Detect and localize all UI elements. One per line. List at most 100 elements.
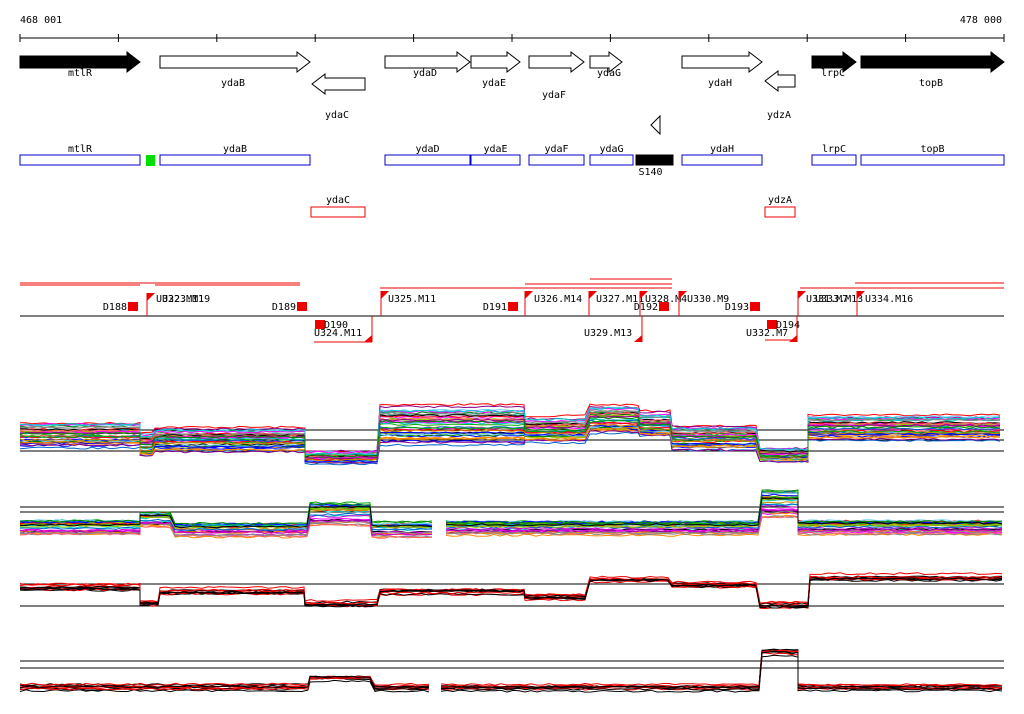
gene-box bbox=[528, 154, 585, 166]
profile-line bbox=[19, 510, 1003, 537]
marker-box bbox=[146, 155, 155, 166]
segment-label: U326.M14 bbox=[534, 294, 582, 305]
segment-label: U322.M11 bbox=[156, 294, 204, 305]
segment-label: U333.M13 bbox=[815, 294, 863, 305]
profile-line bbox=[19, 423, 1001, 462]
segment-label: U323.M19 bbox=[162, 294, 210, 305]
segment-mark bbox=[857, 291, 865, 299]
segment-label: U334.M16 bbox=[865, 294, 913, 305]
gene-arrow bbox=[311, 72, 366, 96]
gene-box bbox=[589, 154, 634, 166]
ruler-end: 478 000 bbox=[960, 15, 1002, 26]
strand-marker bbox=[650, 114, 661, 136]
gene-arrow bbox=[764, 69, 796, 93]
gene-box bbox=[470, 154, 521, 166]
segment-mark bbox=[381, 291, 389, 299]
segment-mark bbox=[508, 302, 518, 311]
profile-line bbox=[19, 503, 1003, 531]
segment-mark bbox=[364, 335, 372, 342]
gene-label: ydaH bbox=[708, 78, 732, 89]
gene-box bbox=[310, 206, 366, 218]
gene-arrow bbox=[860, 50, 1005, 74]
profile-line bbox=[19, 649, 1003, 687]
segment-label: D194 bbox=[776, 320, 800, 331]
layer: mtlR ydaB ydaC ydaD ydaE ydaF ydaG ydaH ydzA lrpC… bbox=[19, 34, 1005, 693]
gene-box-label: lrpC bbox=[822, 144, 846, 155]
gene-label: lrpC bbox=[821, 68, 845, 79]
gene-label: ydzA bbox=[767, 110, 791, 121]
gene-arrow bbox=[811, 50, 857, 74]
gene-box bbox=[19, 154, 141, 166]
segment-label: D189 bbox=[272, 302, 296, 313]
segment-mark bbox=[128, 302, 138, 311]
gene-arrow bbox=[19, 50, 141, 74]
segment-mark bbox=[525, 291, 533, 299]
gene-arrow bbox=[159, 50, 311, 74]
gene-box-label: mtlR bbox=[68, 144, 93, 155]
gene-box-label: topB bbox=[920, 144, 944, 155]
segment-mark bbox=[798, 291, 806, 299]
profile-line bbox=[19, 649, 1003, 691]
segment-mark bbox=[640, 291, 648, 299]
profile-line bbox=[19, 426, 1001, 464]
profile-line bbox=[19, 412, 1001, 458]
segment-label: D192 bbox=[634, 302, 658, 313]
gene-box bbox=[811, 154, 857, 166]
gene-box-label: ydaH bbox=[710, 144, 734, 155]
profile-line bbox=[19, 430, 1001, 464]
ruler-start: 468 001 bbox=[20, 15, 62, 26]
gene-box-label: ydaD bbox=[415, 144, 439, 155]
profile-line bbox=[19, 410, 1001, 457]
segment-label: D188 bbox=[103, 302, 127, 313]
profile-line bbox=[19, 650, 1003, 689]
gene-box-label: ydaG bbox=[599, 144, 623, 155]
segment-label: D190 bbox=[324, 320, 348, 331]
profile-line bbox=[19, 577, 1003, 608]
profile-line bbox=[19, 426, 1001, 464]
segment-mark bbox=[750, 302, 760, 311]
gene-label: topB bbox=[919, 78, 943, 89]
profile-line bbox=[19, 650, 1003, 691]
profile-line bbox=[19, 575, 1003, 605]
gene-label: ydaE bbox=[482, 78, 506, 89]
segment-label: U330.M9 bbox=[687, 294, 729, 305]
segment-mark bbox=[767, 320, 777, 329]
segment-mark bbox=[589, 291, 597, 299]
gene-box-label: ydaB bbox=[223, 144, 247, 155]
segment-label: U327.M11 bbox=[596, 294, 644, 305]
profile-line bbox=[19, 575, 1003, 605]
gene-box-label: ydaE bbox=[483, 144, 507, 155]
gene-arrow bbox=[384, 50, 471, 74]
profile-line bbox=[20, 411, 1001, 458]
segment-mark bbox=[147, 293, 155, 301]
profile-line bbox=[19, 428, 1001, 464]
segment-mark bbox=[297, 302, 307, 311]
gene-label: mtlR bbox=[68, 68, 93, 79]
gene-box bbox=[635, 154, 674, 166]
gene-arrow bbox=[589, 50, 623, 74]
profile-line bbox=[19, 416, 1001, 458]
segment-mark bbox=[789, 335, 797, 342]
gene-label: ydaC bbox=[325, 110, 349, 121]
segment-mark bbox=[315, 320, 325, 329]
gene-arrow bbox=[528, 50, 585, 74]
profile-line bbox=[19, 406, 1001, 456]
profile-line bbox=[19, 509, 1003, 536]
segment-label: U324.M11 bbox=[314, 328, 362, 339]
profile-line bbox=[19, 490, 1003, 526]
segment-mark bbox=[659, 302, 669, 311]
gene-box bbox=[159, 154, 311, 166]
gene-box-label: ydaF bbox=[544, 144, 568, 155]
gene-box-label: ydzA bbox=[768, 195, 792, 206]
segment-label: U329.M13 bbox=[584, 328, 632, 339]
segment-mark bbox=[679, 291, 687, 299]
gene-box-label: S140 bbox=[638, 167, 662, 178]
profile-line bbox=[19, 654, 1003, 693]
profile-line bbox=[19, 403, 1001, 453]
gene-label: ydaG bbox=[597, 68, 621, 79]
gene-label: ydaD bbox=[413, 68, 437, 79]
profile-line bbox=[20, 497, 1003, 529]
gene-label: ydaF bbox=[542, 90, 566, 101]
gene-arrow bbox=[470, 50, 521, 74]
